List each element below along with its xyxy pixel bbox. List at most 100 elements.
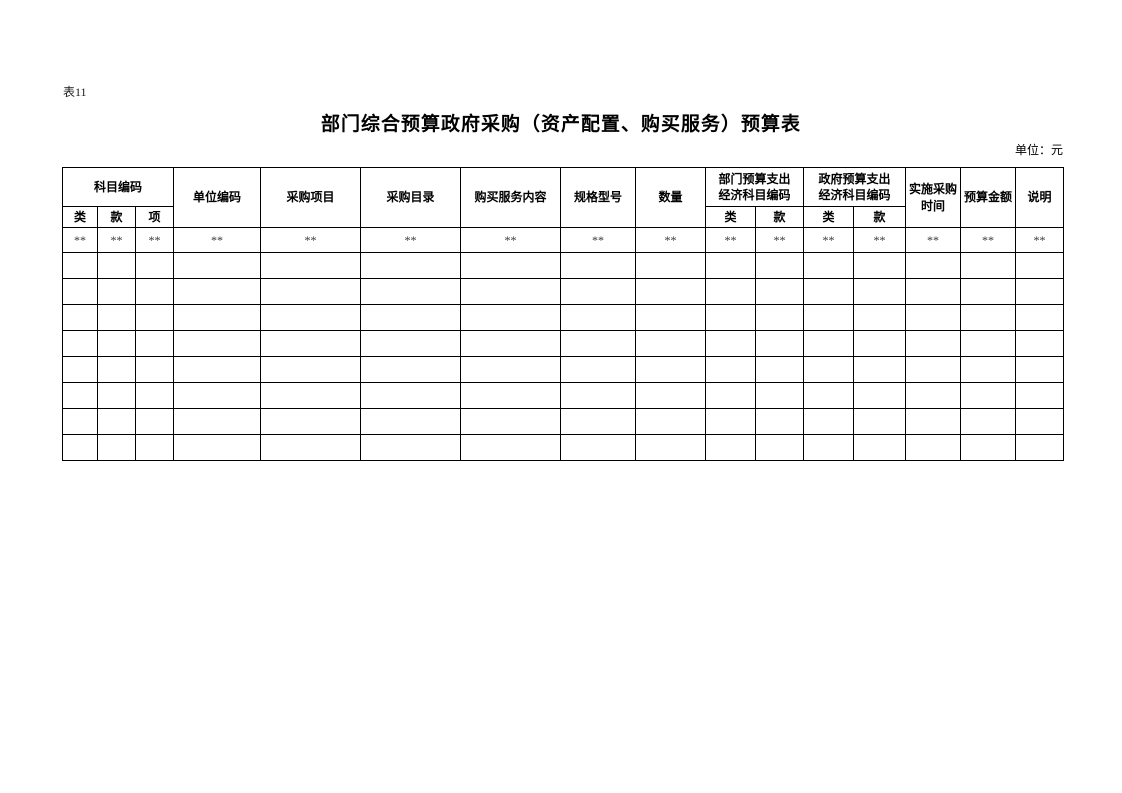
cell: ** [960, 227, 1016, 253]
cell: ** [1015, 227, 1064, 253]
empty-cell [173, 278, 261, 305]
empty-cell [1015, 330, 1064, 357]
empty-cell [560, 356, 636, 383]
empty-cell [635, 434, 706, 461]
empty-cell [803, 356, 854, 383]
empty-cell [135, 382, 174, 409]
empty-cell [360, 434, 461, 461]
empty-cell [960, 434, 1016, 461]
empty-cell [560, 434, 636, 461]
empty-cell [97, 304, 136, 331]
empty-cell [260, 330, 361, 357]
empty-cell [705, 304, 756, 331]
empty-cell [560, 330, 636, 357]
empty-row [62, 382, 1064, 409]
empty-cell [853, 278, 906, 305]
empty-cell [62, 434, 98, 461]
subheader-subject-class: 类 [62, 206, 98, 228]
empty-cell [62, 382, 98, 409]
empty-cell [173, 408, 261, 435]
empty-cell [635, 330, 706, 357]
table-number-label: 表11 [63, 85, 87, 99]
empty-cell [460, 278, 561, 305]
empty-cell [460, 356, 561, 383]
empty-cell [905, 252, 961, 279]
empty-cell [960, 408, 1016, 435]
subheader-subject-item: 项 [135, 206, 174, 228]
empty-cell [260, 304, 361, 331]
cell: ** [62, 227, 98, 253]
unit-note: 单位：元 [1014, 143, 1063, 157]
subheader-gov-class: 类 [803, 206, 854, 228]
col-header-budget-amount: 预算金额 [960, 167, 1016, 228]
empty-cell [62, 252, 98, 279]
empty-row [62, 252, 1064, 279]
empty-cell [803, 252, 854, 279]
empty-cell [460, 304, 561, 331]
empty-cell [360, 356, 461, 383]
col-header-purchase-service-content: 购买服务内容 [460, 167, 561, 228]
empty-cell [62, 304, 98, 331]
subheader-gov-section: 款 [853, 206, 906, 228]
empty-cell [97, 408, 136, 435]
empty-cell [62, 408, 98, 435]
empty-row [62, 304, 1064, 331]
empty-cell [460, 382, 561, 409]
empty-cell [705, 330, 756, 357]
empty-cell [853, 252, 906, 279]
empty-cell [460, 252, 561, 279]
empty-cell [135, 330, 174, 357]
empty-cell [560, 278, 636, 305]
cell: ** [173, 227, 261, 253]
empty-cell [905, 330, 961, 357]
empty-row [62, 356, 1064, 383]
star-data-row: ** ** ** ** ** ** ** ** ** ** ** ** ** *… [62, 227, 1064, 253]
empty-cell [260, 382, 361, 409]
empty-cell [755, 330, 804, 357]
empty-cell [755, 304, 804, 331]
empty-cell [97, 278, 136, 305]
empty-cell [960, 278, 1016, 305]
cell: ** [705, 227, 756, 253]
empty-cell [360, 382, 461, 409]
empty-cell [905, 356, 961, 383]
empty-cell [173, 304, 261, 331]
empty-cell [755, 408, 804, 435]
empty-cell [960, 304, 1016, 331]
empty-cell [705, 356, 756, 383]
col-header-unit-code: 单位编码 [173, 167, 261, 228]
empty-cell [905, 278, 961, 305]
empty-cell [1015, 382, 1064, 409]
subheader-dept-section: 款 [755, 206, 804, 228]
empty-cell [97, 434, 136, 461]
empty-cell [705, 408, 756, 435]
empty-cell [1015, 278, 1064, 305]
empty-cell [960, 252, 1016, 279]
subheader-dept-class: 类 [705, 206, 756, 228]
empty-cell [260, 356, 361, 383]
empty-cell [1015, 434, 1064, 461]
cell: ** [460, 227, 561, 253]
col-header-purchase-time: 实施采购时间 [905, 167, 961, 228]
col-header-note: 说明 [1015, 167, 1064, 228]
empty-cell [853, 330, 906, 357]
empty-cell [755, 278, 804, 305]
empty-cell [360, 278, 461, 305]
empty-cell [705, 434, 756, 461]
col-header-gov-expenditure-code: 政府预算支出经济科目编码 [803, 167, 906, 207]
empty-cell [97, 356, 136, 383]
empty-cell [803, 382, 854, 409]
cell: ** [135, 227, 174, 253]
empty-cell [560, 252, 636, 279]
empty-row [62, 278, 1064, 305]
empty-cell [853, 408, 906, 435]
empty-cell [635, 304, 706, 331]
empty-cell [905, 382, 961, 409]
col-header-subject-code: 科目编码 [62, 167, 174, 207]
empty-cell [260, 278, 361, 305]
empty-row [62, 330, 1064, 357]
empty-cell [755, 382, 804, 409]
empty-cell [803, 408, 854, 435]
empty-cell [960, 382, 1016, 409]
empty-cell [1015, 408, 1064, 435]
